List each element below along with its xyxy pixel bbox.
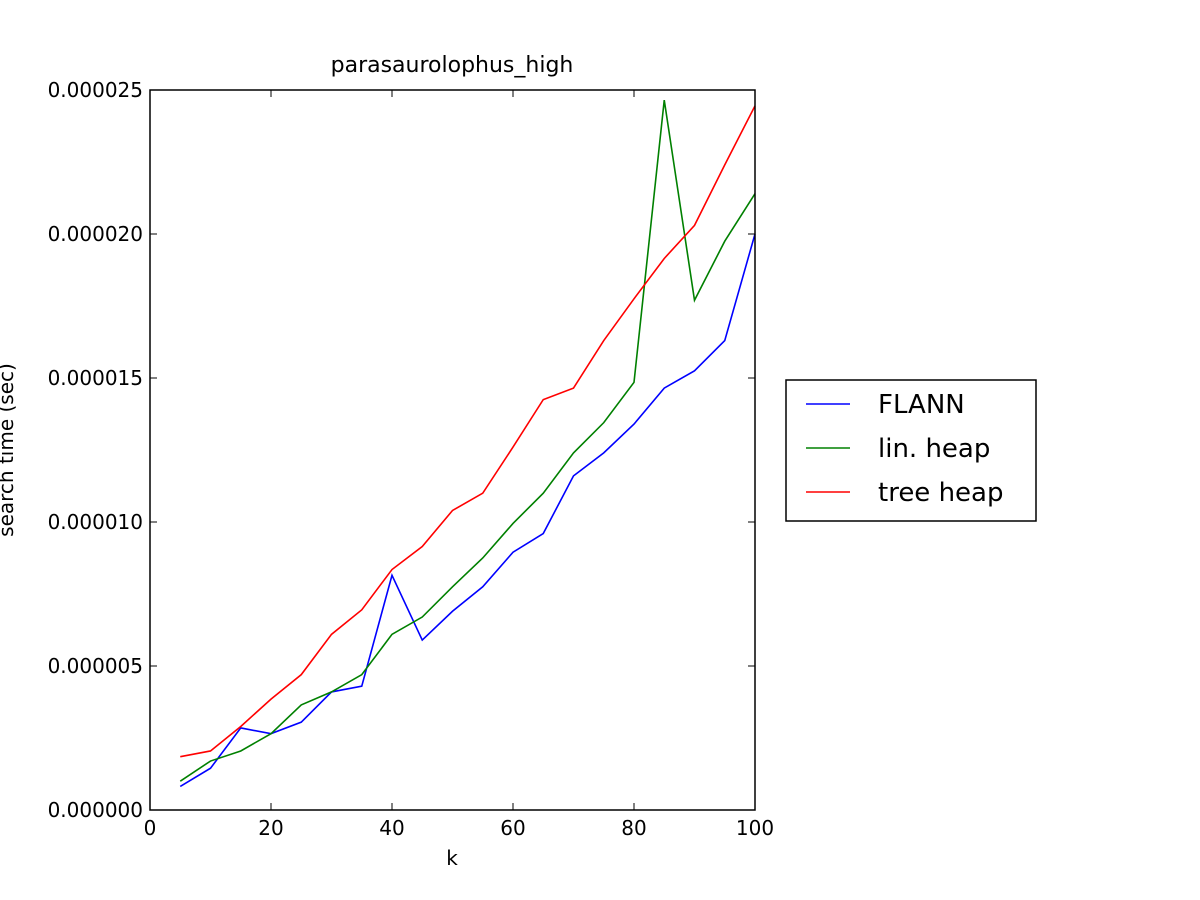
y-tick-label: 0.000020 [48,222,143,246]
x-tick-label: 80 [621,816,646,840]
y-axis-label: search time (sec) [0,363,18,537]
y-tick-label: 0.000015 [48,366,143,390]
series-layer [179,99,756,788]
y-tick-label: 0.000000 [48,798,143,822]
series-line-1 [179,99,756,782]
y-tick-label: 0.000025 [48,78,143,102]
plot-frame [149,89,756,811]
y-tick-label: 0.000005 [48,654,143,678]
x-tick-label: 100 [736,816,774,840]
legend-entries: FLANN lin. heap tree heap [806,390,1003,508]
x-tick-label: 40 [379,816,404,840]
tick-layer: 0 20 40 60 80 100 0.000000 0.000005 0.000010 0.00… [48,78,775,840]
chart-title: parasaurolophus_high [331,53,574,78]
x-axis-label: k [446,846,458,870]
legend-label-0: FLANN [878,390,965,420]
x-tick-label: 60 [500,816,525,840]
legend-label-2: tree heap [878,478,1003,508]
legend-label-1: lin. heap [878,434,990,464]
legend: FLANN lin. heap tree heap [785,379,1037,522]
series-line-2 [180,105,756,758]
x-tick-label: 0 [144,816,157,840]
y-tick-label: 0.000010 [48,510,143,534]
x-tick-label: 20 [258,816,283,840]
series-line-0 [179,233,756,788]
